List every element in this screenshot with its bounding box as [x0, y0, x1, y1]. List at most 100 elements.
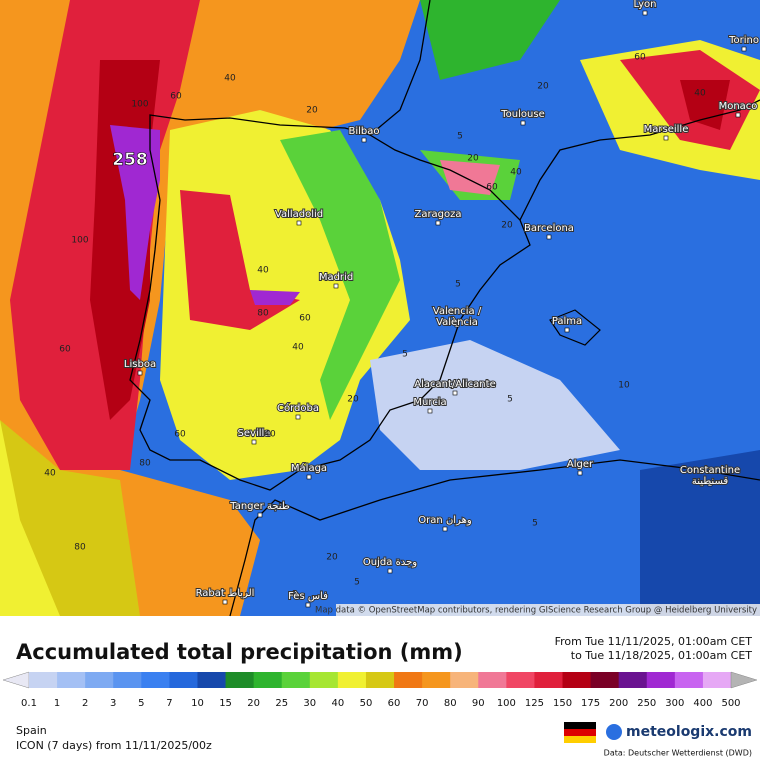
contour-label: 40 [257, 266, 269, 276]
city-label: Sevilla [238, 428, 271, 439]
legend-swatch [702, 672, 732, 688]
contour-label: 60 [486, 183, 498, 193]
city-label: Fès فاس [288, 590, 328, 602]
legend-label: 3 [110, 698, 116, 709]
city-label: Barcelona [524, 223, 574, 234]
legend-label: 30 [303, 698, 316, 709]
city-label: Lisboa [124, 359, 156, 370]
city-label: Bilbao [348, 126, 379, 137]
legend-swatch [450, 672, 479, 688]
city-marker [577, 470, 583, 476]
legend-label: 20 [247, 698, 260, 709]
legend-swatch [309, 672, 339, 688]
ocean-lightyellow [0, 420, 60, 616]
legend-label: 15 [219, 698, 232, 709]
city-marker [435, 220, 441, 226]
city-marker [442, 526, 448, 532]
legend-swatch [141, 672, 170, 688]
legend-label: 25 [275, 698, 288, 709]
period-from: From Tue 11/11/2025, 01:00am CET [555, 635, 753, 648]
legend-label: 175 [581, 698, 600, 709]
contour-label: 5 [532, 519, 538, 529]
legend-label: 500 [721, 698, 740, 709]
contour-label: 20 [501, 221, 513, 231]
title: Accumulated total precipitation (mm) [16, 640, 463, 664]
iberia-purple [250, 290, 300, 305]
city-marker [735, 112, 741, 118]
legend-swatch [57, 672, 86, 688]
city-marker [642, 10, 648, 16]
legend-label: 90 [472, 698, 485, 709]
contour-label: 5 [455, 280, 461, 290]
legend-over [730, 671, 758, 689]
city-label: Toulouse [500, 109, 544, 120]
contour-label: 5 [507, 395, 513, 405]
legend-label: 2 [82, 698, 88, 709]
city-label: Torino [728, 35, 759, 46]
france-green [420, 0, 560, 80]
city-marker [306, 474, 312, 480]
city-label: Marseille [644, 124, 689, 135]
legend-swatch [394, 672, 423, 688]
legend-swatch [337, 672, 367, 688]
city-label: Lyon [633, 0, 656, 10]
city-label: Oujda وجدة [363, 557, 417, 568]
legend-swatch [674, 672, 704, 688]
city-label: Valencia / València [433, 306, 482, 328]
city-marker [741, 46, 747, 52]
city-label: Córdoba [277, 402, 319, 414]
peak-area [110, 125, 160, 300]
contour-label: 5 [402, 350, 408, 360]
city-label: Málaga [291, 462, 327, 474]
legend-swatch [365, 672, 395, 688]
legend-swatch [478, 672, 507, 688]
iberia-coast [129, 114, 531, 491]
period-to: to Tue 11/18/2025, 01:00am CET [571, 649, 753, 662]
legend-label: 125 [525, 698, 544, 709]
legend-label: 60 [388, 698, 401, 709]
contour-label: 40 [292, 343, 304, 353]
legend-swatch [506, 672, 535, 688]
region: Spain [16, 724, 47, 737]
legend-label: 40 [332, 698, 345, 709]
footer: Accumulated total precipitation (mm) Fro… [16, 635, 752, 758]
legend-label: 250 [637, 698, 656, 709]
city-label: Zaragoza [414, 209, 461, 220]
contour-label: 10 [618, 381, 630, 391]
contour-label: 60 [634, 53, 646, 63]
attribution-box [336, 604, 760, 616]
city-marker [546, 234, 552, 240]
city-label: Alger [567, 459, 594, 470]
legend-label: 300 [665, 698, 684, 709]
contour-label: 5 [354, 578, 360, 588]
map: Map data © OpenStreetMap contributors, r… [0, 0, 760, 617]
contour-label: 80 [139, 459, 151, 469]
city-marker [387, 568, 393, 574]
city-label: Constantine قسنطينة [680, 465, 740, 487]
france-coast [369, 0, 760, 221]
legend-label: 50 [360, 698, 373, 709]
contour-label: 20 [537, 82, 549, 92]
legend-swatch [29, 672, 58, 688]
contour-label: 40 [510, 168, 522, 178]
legend-swatch [197, 672, 227, 688]
city-marker [427, 408, 433, 414]
contour-label: 80 [257, 309, 269, 319]
legend-label: 400 [693, 698, 712, 709]
alps-darkred [680, 80, 730, 130]
legend-swatch [534, 672, 564, 688]
legend-label: 7 [166, 698, 172, 709]
contour-label: 40 [44, 469, 56, 479]
legend-label: 5 [138, 698, 144, 709]
city-label: Oran وهران [418, 515, 472, 526]
legend-label: 200 [609, 698, 628, 709]
attribution: Map data © OpenStreetMap contributors, r… [315, 606, 757, 616]
city-marker [251, 439, 257, 445]
city-marker [663, 135, 669, 141]
contour-label: 20 [467, 154, 479, 164]
logo-icon [606, 724, 622, 740]
city-marker [520, 120, 526, 126]
brand: meteologix.com [626, 724, 752, 740]
contour-label: 40 [264, 430, 276, 440]
legend-swatch [646, 672, 676, 688]
